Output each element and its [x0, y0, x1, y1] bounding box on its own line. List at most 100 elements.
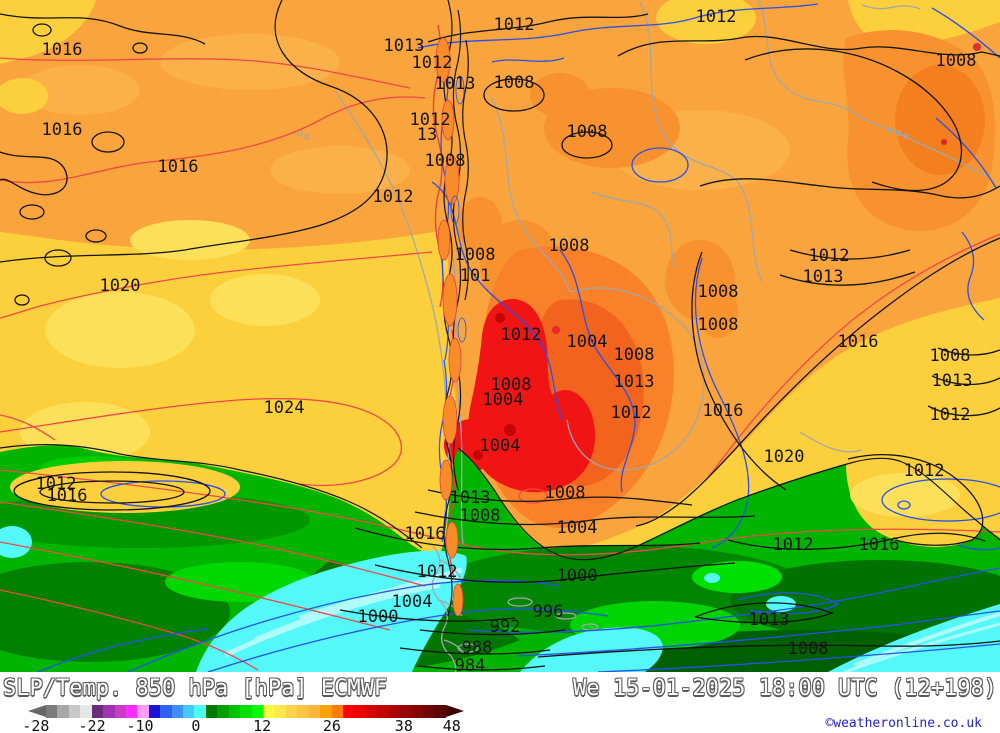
colorbar-segment	[263, 705, 275, 718]
colorbar-segment	[274, 705, 286, 718]
colorbar-segment	[137, 705, 149, 718]
isobar-label: 1016	[837, 332, 879, 353]
red-contours	[0, 24, 1000, 671]
isobar-label: 992	[489, 617, 521, 638]
colorbar-segment	[103, 705, 115, 718]
isobar-label: 1004	[556, 518, 598, 539]
colorbar-segment	[365, 705, 378, 718]
isobar-label: 1004	[479, 436, 521, 457]
colorbar-segment	[251, 705, 264, 718]
footer-bar: SLP/Temp. 850 hPa [hPa] ECMWF We 15-01-2…	[0, 672, 1000, 733]
colorbar-tick-label: -10	[126, 717, 154, 733]
colorbar-segment	[285, 705, 298, 718]
colorbar-segment	[91, 705, 104, 718]
temperature-fill-layer	[0, 0, 1000, 672]
colorbar-tick-label: 12	[253, 717, 272, 733]
isobar-label: 984	[454, 656, 486, 672]
colorbar-segment	[80, 705, 92, 718]
colorbar-segment	[411, 705, 423, 718]
colorbar-right-arrow	[446, 705, 464, 717]
colorbar-segment	[205, 705, 218, 718]
isobar-label: 1012	[929, 405, 971, 426]
temperature-colorbar	[28, 705, 464, 718]
isobar-label: 1016	[41, 120, 83, 141]
isobar-label: 1012	[772, 535, 814, 556]
colorbar-segment	[434, 705, 446, 718]
colorbar-segment	[114, 705, 126, 718]
isobar-label: 1000	[556, 566, 598, 587]
isobar-label: 1013	[449, 488, 491, 509]
colorbar-segment	[57, 705, 69, 718]
colorbar-segments	[46, 705, 446, 718]
colorbar-segment	[422, 705, 435, 718]
weather-map-graphic	[0, 0, 1000, 672]
colorbar-ticks: -28 -22 -10 0 12 26 38 48	[22, 717, 464, 733]
colorbar-segment	[240, 705, 252, 718]
isobar-label: 1008	[935, 51, 977, 72]
colorbar-segment	[400, 705, 412, 718]
colorbar-segment	[388, 705, 401, 718]
andes-pockets	[435, 37, 467, 617]
isobar-label: 1020	[99, 276, 141, 297]
map-area: 1016 1013 1012 1012 1008 1012 1013 1008 1016 1012…	[0, 0, 1000, 672]
isobar-label: 1008	[787, 639, 829, 660]
isobar-label: 1012	[416, 562, 458, 583]
isobar-label: 1012	[411, 53, 453, 74]
isobar-label: 1016	[404, 524, 446, 545]
isobar-label: 1008	[548, 236, 590, 257]
isobar-label: 996	[532, 602, 564, 623]
colorbar-segment	[331, 705, 343, 718]
isobar-label: 1004	[566, 332, 608, 353]
colorbar-segment	[160, 705, 172, 718]
isobar-label: 1008	[544, 483, 586, 504]
colorbar-segment	[217, 705, 229, 718]
colorbar-segment	[228, 705, 241, 718]
colorbar-segment	[377, 705, 389, 718]
isobar-label: 1016	[46, 486, 88, 507]
isobar-label: 1008	[454, 245, 496, 266]
isobar-label: 1004	[482, 390, 524, 411]
colorbar-tick-label: 38	[394, 717, 413, 733]
isobar-label: 1016	[41, 40, 83, 61]
colorbar-segment	[46, 705, 58, 718]
isobar-label: 1008	[697, 315, 739, 336]
colorbar-segment	[320, 705, 332, 718]
isobar-label: 1008	[566, 122, 608, 143]
isobar-label: 1012	[500, 325, 542, 346]
isobar-label: 1000	[357, 607, 399, 628]
colorbar-tick-label: -28	[22, 717, 50, 733]
colorbar-segment	[68, 705, 81, 718]
colorbar-segment	[183, 705, 195, 718]
isobar-label: 1008	[613, 345, 655, 366]
isobar-label: 1012	[695, 7, 737, 28]
isobar-label: 1008	[929, 346, 971, 367]
colorbar-left-arrow	[28, 705, 46, 717]
isobar-label: 1013	[613, 372, 655, 393]
isobar-label: 1008	[490, 375, 532, 396]
isobar-label: 1008	[424, 151, 466, 172]
isobar-label: 1012	[493, 15, 535, 36]
colorbar-tick-label: 26	[322, 717, 341, 733]
isobar-label: 1012	[409, 110, 451, 131]
copyright-text: ©weatheronline.co.uk	[825, 716, 982, 731]
isobar-label: 13	[416, 125, 438, 146]
isobar-label: 1012	[35, 474, 77, 495]
isobar-label: 1013	[434, 74, 476, 95]
isobar-label: 1008	[697, 282, 739, 303]
isobar-label: 1013	[748, 610, 790, 631]
isobar-labels: 1016 1013 1012 1012 1008 1012 1013 1008 1016 1012…	[35, 7, 977, 672]
isobar-label: 1012	[808, 246, 850, 267]
colorbar-segment	[354, 705, 366, 718]
isobar-label: 1016	[157, 157, 199, 178]
isobar-label: 1008	[459, 506, 501, 527]
isobar-label: 1012	[903, 461, 945, 482]
isobar-label: 1016	[858, 535, 900, 556]
isobar-label: 988	[461, 638, 493, 659]
isobar-label: 1012	[372, 187, 414, 208]
colorbar-segment	[125, 705, 138, 718]
colorbar-segment	[194, 705, 206, 718]
isobar-label: 1013	[383, 36, 425, 57]
map-datetime: We 15-01-2025 18:00 UTC (12+198)	[573, 676, 997, 701]
isobar-label: 1016	[702, 401, 744, 422]
